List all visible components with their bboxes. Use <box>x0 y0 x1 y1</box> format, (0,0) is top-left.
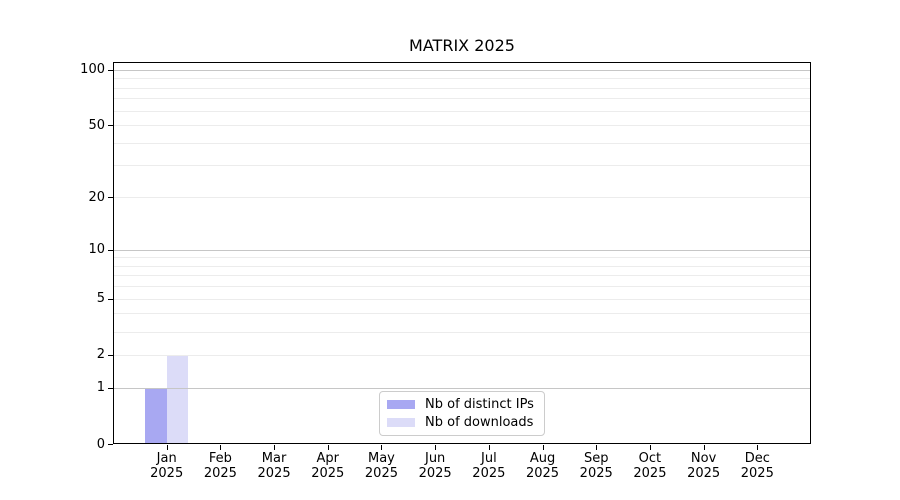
legend: Nb of distinct IPs Nb of downloads <box>379 391 545 436</box>
x-tick-month: Dec <box>744 451 770 466</box>
x-tick-year: 2025 <box>579 466 613 481</box>
x-tick-label-apr: Apr 2025 <box>296 451 360 481</box>
x-tick-jul <box>488 445 490 450</box>
y-tick-100 <box>108 69 113 71</box>
gridline-minor-80 <box>113 87 811 89</box>
y-tick-50 <box>108 125 113 127</box>
x-tick-year: 2025 <box>740 466 774 481</box>
x-tick-label-mar: Mar 2025 <box>242 451 306 481</box>
x-tick-label-may: May 2025 <box>349 451 413 481</box>
x-tick-month: May <box>368 451 395 466</box>
y-tick-0 <box>108 444 113 445</box>
x-tick-year: 2025 <box>418 466 452 481</box>
x-tick-dec <box>757 445 759 450</box>
gridline-minor-7 <box>113 275 811 277</box>
plot-area <box>113 62 811 444</box>
x-tick-year: 2025 <box>687 466 721 481</box>
x-tick-jan <box>166 445 168 450</box>
x-tick-jun <box>435 445 437 450</box>
gridline-minor-6 <box>113 286 811 288</box>
legend-label-distinct-ips: Nb of distinct IPs <box>425 397 534 412</box>
y-tick-label-10: 10 <box>88 242 105 257</box>
x-tick-month: Mar <box>261 451 287 466</box>
legend-item-distinct-ips: Nb of distinct IPs <box>387 397 537 412</box>
gridline-minor-60 <box>113 110 811 112</box>
bar-distinct-ips-jan <box>145 387 167 444</box>
y-tick-2 <box>108 354 113 356</box>
gridline-minor-50 <box>113 125 811 127</box>
x-tick-nov <box>703 445 705 450</box>
x-tick-label-nov: Nov 2025 <box>672 451 736 481</box>
gridline-minor-5 <box>113 298 811 300</box>
x-tick-feb <box>220 445 222 450</box>
x-tick-may <box>381 445 383 450</box>
x-tick-month: Sep <box>583 451 609 466</box>
gridline-minor-9 <box>113 257 811 259</box>
gridline-minor-70 <box>113 98 811 100</box>
y-tick-20 <box>108 197 113 199</box>
x-tick-month: Oct <box>638 451 662 466</box>
x-tick-label-feb: Feb 2025 <box>188 451 252 481</box>
x-tick-label-oct: Oct 2025 <box>618 451 682 481</box>
gridline-major-1 <box>113 387 811 389</box>
x-tick-month: Jun <box>424 451 446 466</box>
legend-swatch-downloads <box>387 418 415 427</box>
x-tick-year: 2025 <box>257 466 291 481</box>
y-tick-label-1: 1 <box>96 380 105 396</box>
gridline-minor-3 <box>113 331 811 333</box>
x-tick-year: 2025 <box>364 466 398 481</box>
x-tick-label-jul: Jul 2025 <box>457 451 521 481</box>
legend-label-downloads: Nb of downloads <box>425 415 534 430</box>
x-tick-year: 2025 <box>311 466 345 481</box>
gridline-major-100 <box>113 69 811 71</box>
gridline-minor-90 <box>113 78 811 80</box>
gridline-minor-40 <box>113 142 811 144</box>
x-tick-sep <box>596 445 598 450</box>
legend-swatch-distinct-ips <box>387 400 415 409</box>
x-tick-month: Jul <box>481 451 497 466</box>
y-tick-label-0: 0 <box>96 436 105 452</box>
y-tick-label-50: 50 <box>88 117 105 133</box>
y-tick-label-2: 2 <box>96 347 105 363</box>
gridline-minor-4 <box>113 313 811 315</box>
x-tick-label-jun: Jun 2025 <box>403 451 467 481</box>
x-tick-year: 2025 <box>472 466 506 481</box>
x-tick-year: 2025 <box>525 466 560 481</box>
x-tick-label-aug: Aug 2025 <box>511 451 575 481</box>
x-tick-apr <box>327 445 329 450</box>
gridline-minor-2 <box>113 354 811 356</box>
x-tick-month: Aug <box>529 451 556 466</box>
gridline-minor-30 <box>113 165 811 167</box>
x-tick-label-sep: Sep 2025 <box>564 451 628 481</box>
y-tick-5 <box>108 298 113 300</box>
x-tick-month: Feb <box>208 451 232 466</box>
x-tick-month: Jan <box>156 451 177 466</box>
gridline-minor-8 <box>113 265 811 267</box>
x-tick-oct <box>649 445 651 450</box>
y-tick-1 <box>108 387 113 389</box>
legend-item-downloads: Nb of downloads <box>387 415 537 430</box>
x-tick-year: 2025 <box>633 466 667 481</box>
x-tick-aug <box>542 445 544 450</box>
y-tick-label-20: 20 <box>88 189 105 205</box>
x-tick-label-dec: Dec 2025 <box>725 451 789 481</box>
bar-downloads-jan <box>166 354 189 444</box>
gridline-minor-20 <box>113 197 811 199</box>
x-tick-year: 2025 <box>203 466 237 481</box>
x-tick-month: Nov <box>690 451 717 466</box>
y-tick-label-100: 100 <box>80 62 105 78</box>
gridline-major-10 <box>113 249 811 251</box>
x-tick-mar <box>274 445 276 450</box>
y-tick-label-5: 5 <box>96 291 105 307</box>
x-tick-label-jan: Jan 2025 <box>135 451 199 481</box>
x-tick-year: 2025 <box>150 466 184 481</box>
y-tick-10 <box>108 249 113 251</box>
x-tick-month: Apr <box>316 451 340 466</box>
chart-title: MATRIX 2025 <box>409 36 515 55</box>
